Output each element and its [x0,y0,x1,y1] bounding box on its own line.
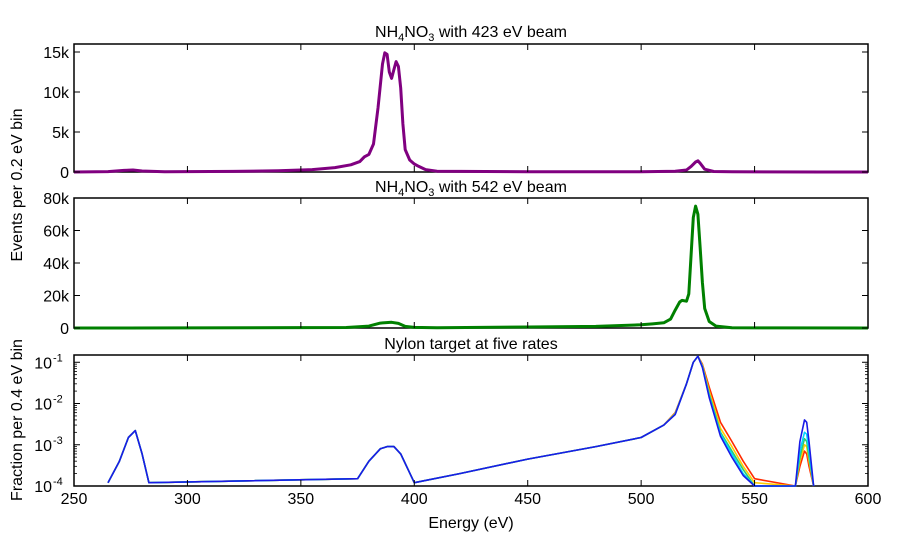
x-tick-label: 300 [174,491,201,508]
y-axis-label-nylon: Fraction per 0.4 eV bin [9,339,26,501]
title-part: NH [375,24,398,41]
series-line-3-4 [107,355,815,487]
series-line-3-3 [107,355,815,487]
y-tick-exponent: -2 [53,394,63,406]
y-tick-exponent: -1 [53,352,63,364]
y-tick-label: 60k [43,224,70,241]
x-axis-label: Energy (eV) [428,515,513,532]
y-tick-label: 15k [43,45,70,62]
y-tick-label: 5k [52,125,70,142]
y-axis-label-shared: Events per 0.2 eV bin [9,109,26,262]
panel-nh4no3-542: NH4NO3 with 542 eV beam [73,179,869,329]
title-part: with 423 eV beam [434,24,567,41]
y-tick-label: 10 [34,355,52,372]
title-part: 3 [428,32,434,44]
panel-2-frame [73,197,869,329]
title-part: with 542 eV beam [434,179,567,196]
series-line-3-1 [107,355,815,487]
x-tick-label: 600 [855,491,882,508]
panel-1-frame [73,43,869,173]
y-tick-exponent: -3 [53,435,63,447]
title-part: NO [404,24,428,41]
series-line-1-1 [73,51,868,174]
panel-nh4no3-423: NH4NO3 with 423 eV beam [73,24,869,173]
x-tick-label: 400 [401,491,428,508]
y-tick-label: 10 [34,479,52,496]
y-tick-label: 0 [60,165,69,182]
x-tick-label: 250 [61,491,88,508]
panel-1-title: NH4NO3 with 423 eV beam [375,24,567,44]
series-line-2-1 [73,204,869,330]
x-tick-label: 350 [288,491,315,508]
y-tick-exponent: -4 [53,476,63,488]
title-part: 4 [398,187,404,199]
panel-3-frame [73,354,869,487]
y-tick-label: 10 [34,397,52,414]
y-tick-label: 0 [60,321,69,338]
y-tick-label: 40k [43,256,70,273]
y-tick-label: 80k [43,191,70,208]
y-tick-label: 10 [34,438,52,455]
panel-nylon: Nylon target at five rates [73,336,869,487]
title-part: 4 [398,32,404,44]
title-part: NO [404,179,428,196]
x-tick-label: 450 [514,491,541,508]
x-tick-label: 550 [741,491,768,508]
series-line-3-2 [107,355,815,487]
title-part: 3 [428,187,434,199]
title-part: NH [375,179,398,196]
series-line-3-5 [107,355,815,487]
panel-3-title: Nylon target at five rates [384,336,557,353]
x-tick-label: 500 [628,491,655,508]
y-tick-label: 10k [43,85,70,102]
y-tick-label: 20k [43,289,70,306]
panel-2-title: NH4NO3 with 542 eV beam [375,179,567,199]
